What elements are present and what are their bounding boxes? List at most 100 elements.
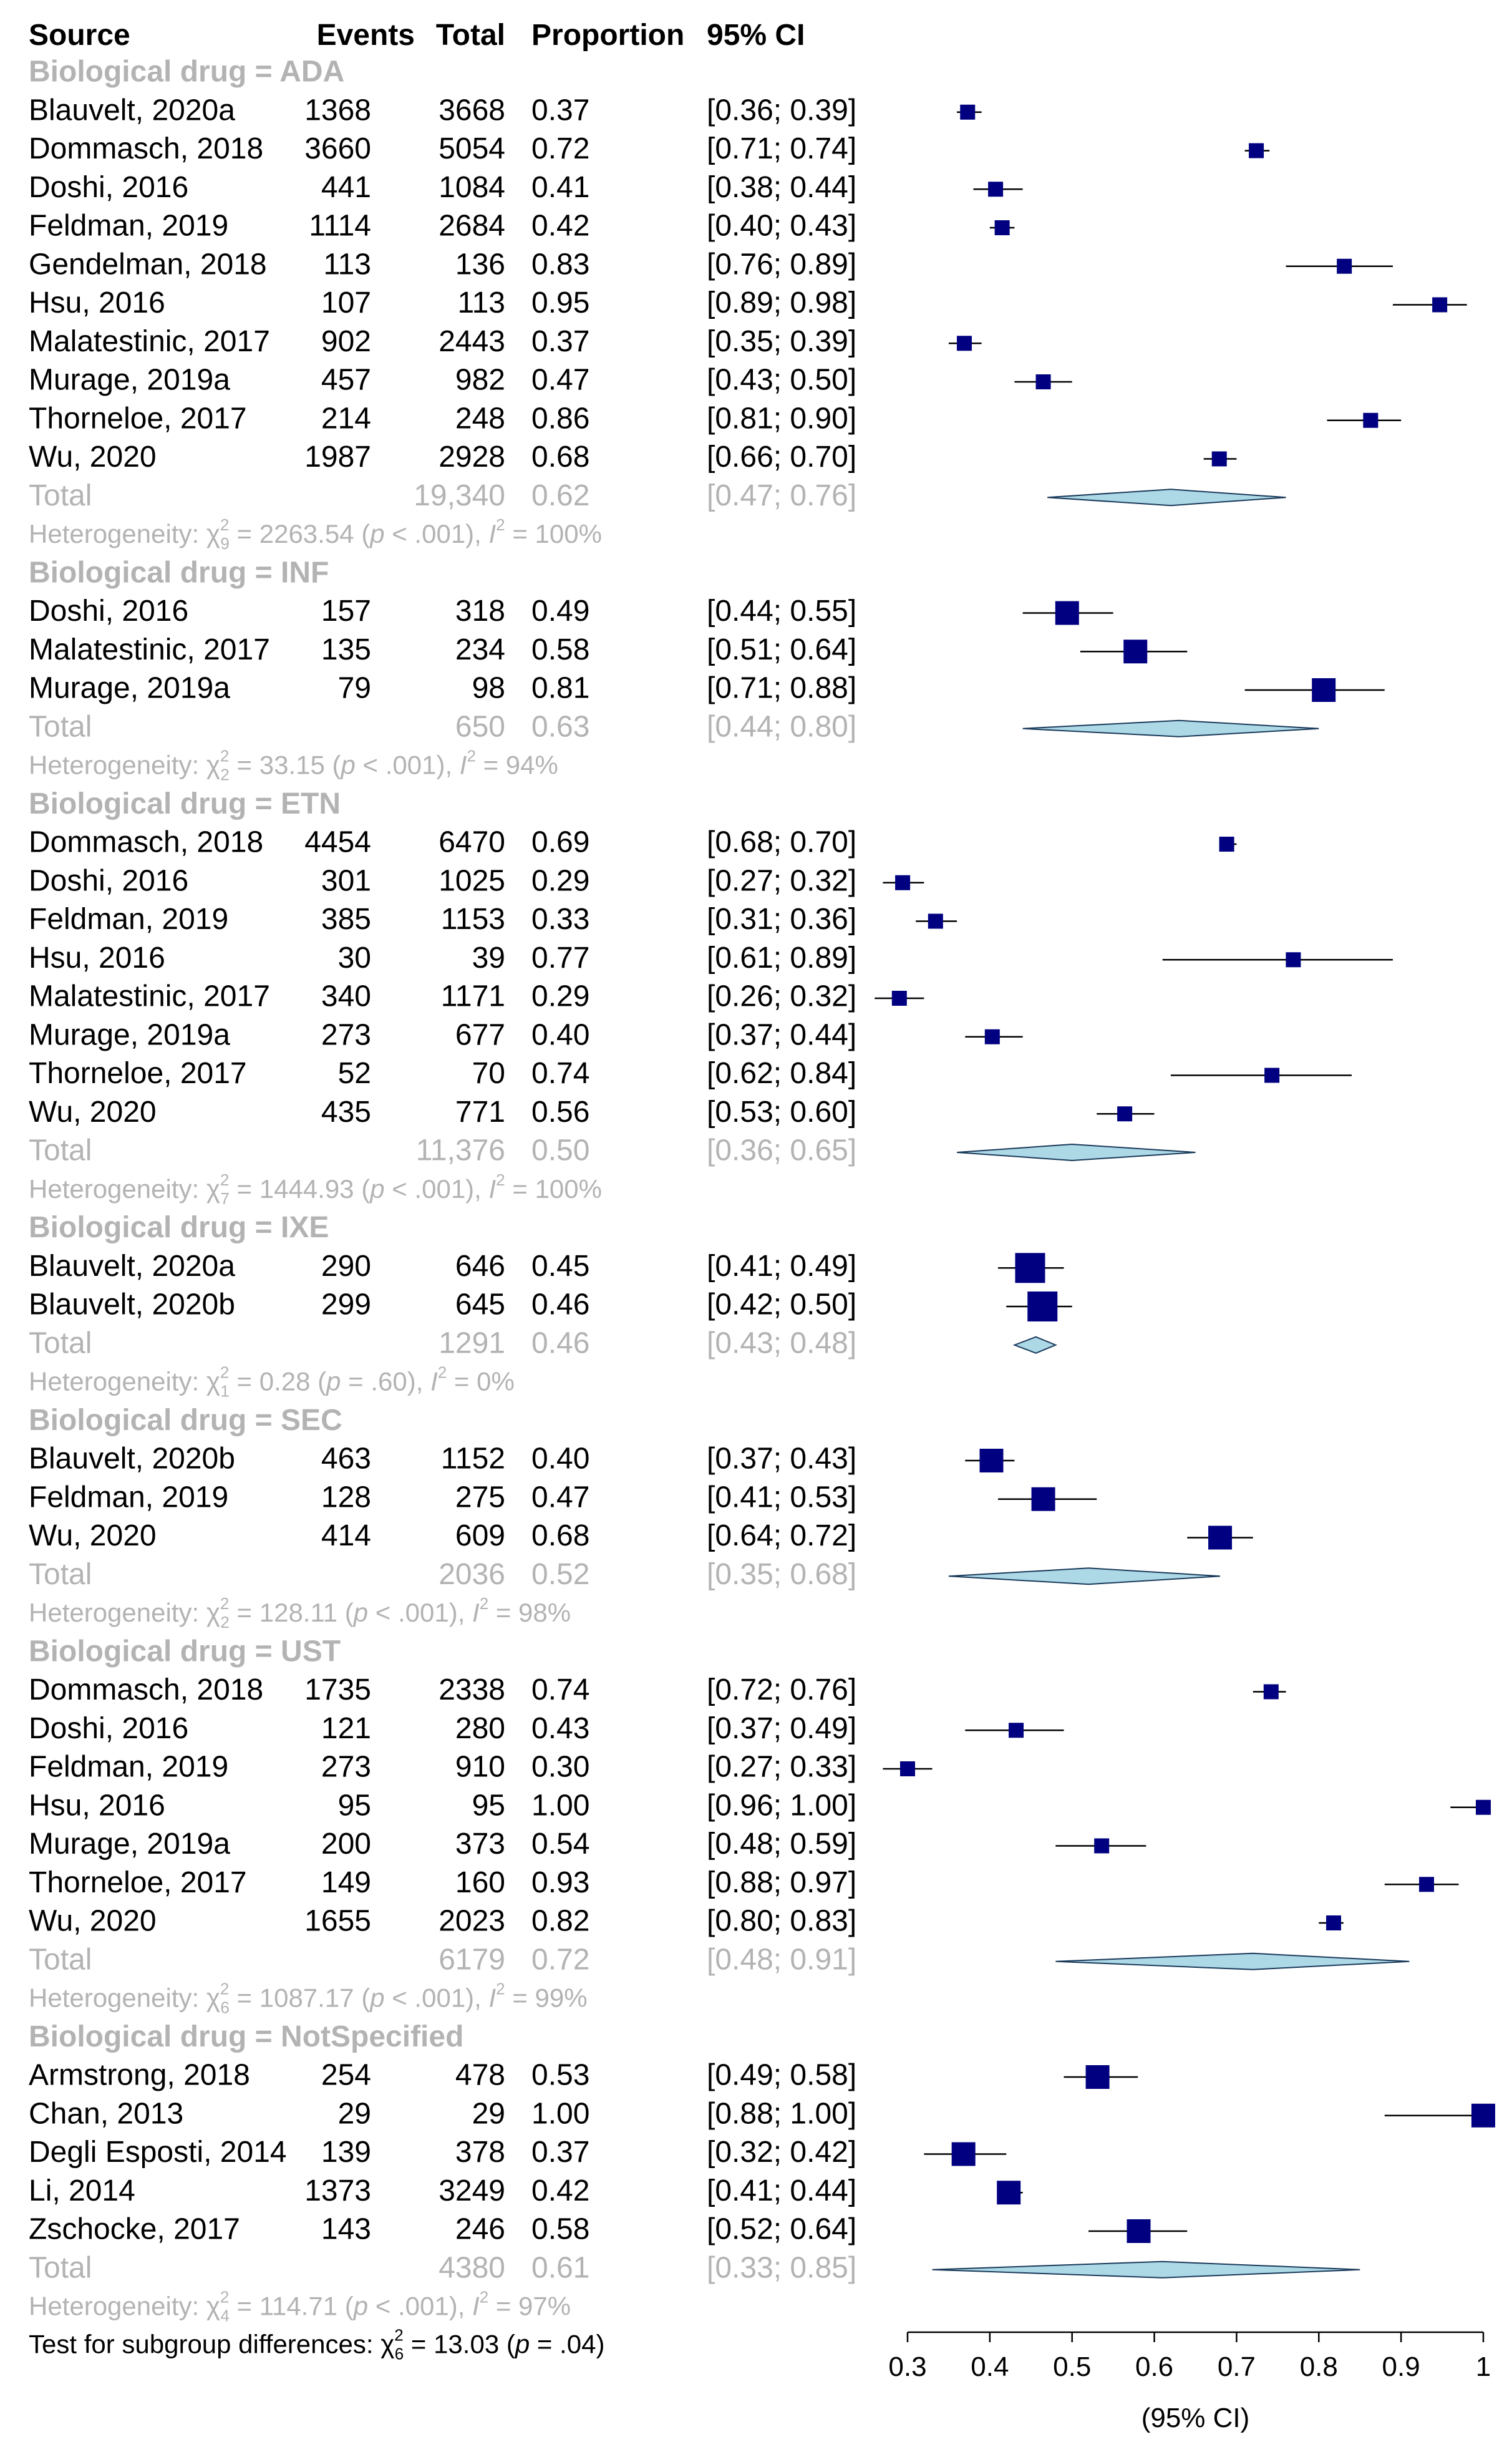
het-stat: = 0.28 ( <box>230 1367 326 1396</box>
study-source: Dommasch, 2018 <box>29 826 263 859</box>
p-symbol: p <box>369 1174 384 1204</box>
group-label: Biological drug = UST <box>29 1635 341 1668</box>
chi-superscript: 2 <box>220 746 229 765</box>
header-proportion: Proportion <box>531 19 684 52</box>
study-proportion: 0.43 <box>531 1712 589 1745</box>
study-proportion: 0.56 <box>531 1096 589 1129</box>
study-events: 254 <box>321 2059 371 2092</box>
study-total: 2338 <box>439 1673 505 1706</box>
axis-tick-label: 0.4 <box>971 2352 1009 2382</box>
pooled-diamond <box>1012 1336 1057 1354</box>
study-marker <box>1085 2065 1110 2089</box>
pooled-diamond <box>1047 489 1286 507</box>
study-events: 273 <box>321 1018 371 1051</box>
header-events: Events <box>317 19 415 52</box>
pooled-ci: [0.33; 0.85] <box>707 2251 856 2284</box>
study-proportion: 0.69 <box>531 826 589 859</box>
group-3: Biological drug = IXE Blauvelt, 2020a 290 6… <box>29 1211 1072 1400</box>
study-total: 373 <box>455 1827 505 1861</box>
chi-superscript: 2 <box>220 1594 229 1613</box>
study-row: Feldman, 2019 128 275 0.47 [0.41; 0.53] <box>29 1481 1097 1514</box>
study-marker <box>979 1449 1004 1472</box>
study-proportion: 0.47 <box>531 364 589 397</box>
p-value: < .001), <box>356 751 460 780</box>
heterogeneity-text: Heterogeneity: χ2 1 = 0.28 (p = .60), I2 … <box>29 1363 515 1400</box>
study-source: Chan, 2013 <box>29 2097 183 2130</box>
group-label: Biological drug = ADA <box>29 56 344 89</box>
study-marker <box>1337 258 1352 274</box>
chi-df: 6 <box>395 2344 404 2363</box>
study-source: Doshi, 2016 <box>29 864 188 897</box>
study-source: Murage, 2019a <box>29 1018 230 1051</box>
pooled-total: 11,376 <box>416 1134 505 1167</box>
study-total: 113 <box>457 286 505 319</box>
p-symbol: p <box>325 1367 341 1396</box>
study-source: Wu, 2020 <box>29 1096 157 1129</box>
study-marker <box>951 2142 976 2166</box>
chi-df: 1 <box>220 1381 229 1400</box>
subgroup-p-value: = .04) <box>530 2329 604 2358</box>
study-ci: [0.43; 0.50] <box>707 364 856 397</box>
study-proportion: 0.68 <box>531 1519 589 1552</box>
study-row: Armstrong, 2018 254 478 0.53 [0.49; 0.58] <box>29 2059 1138 2092</box>
study-total: 1084 <box>439 171 505 204</box>
study-row: Thorneloe, 2017 214 248 0.86 [0.81; 0.90] <box>29 402 1402 435</box>
i-superscript: 2 <box>496 1979 505 1998</box>
study-source: Malatestinic, 2017 <box>29 325 270 358</box>
het-stat: = 1444.93 ( <box>230 1174 370 1204</box>
pooled-row: Total 2036 0.52 [0.35; 0.68] <box>29 1558 1221 1591</box>
study-source: Feldman, 2019 <box>29 1481 228 1514</box>
study-marker <box>895 875 911 890</box>
study-total: 1153 <box>441 903 505 936</box>
study-marker <box>1055 601 1079 625</box>
study-events: 1655 <box>304 1905 371 1938</box>
study-row: Feldman, 2019 273 910 0.30 [0.27; 0.33] <box>29 1751 933 1784</box>
study-marker <box>1127 2219 1151 2243</box>
group-label: Biological drug = NotSpecified <box>29 2020 463 2053</box>
axis-tick-label: 0.3 <box>888 2352 926 2382</box>
study-row: Thorneloe, 2017 52 70 0.74 [0.62; 0.84] <box>29 1057 1352 1090</box>
p-symbol: p <box>369 1983 384 2013</box>
i-value: = 0% <box>447 1367 515 1396</box>
study-ci: [0.37; 0.44] <box>707 1018 856 1051</box>
heterogeneity-text: Heterogeneity: χ2 2 = 33.15 (p < .001), I… <box>29 746 558 784</box>
study-source: Murage, 2019a <box>29 1827 230 1861</box>
study-total: 280 <box>455 1712 505 1745</box>
study-row: Wu, 2020 1987 2928 0.68 [0.66; 0.70] <box>29 440 1237 474</box>
chi-superscript: 2 <box>220 1170 229 1189</box>
p-symbol: p <box>352 1598 368 1627</box>
study-total: 2443 <box>439 325 505 358</box>
study-total: 771 <box>455 1096 505 1129</box>
chi-symbol: χ <box>206 1367 220 1396</box>
study-ci: [0.48; 0.59] <box>707 1827 856 1861</box>
study-proportion: 0.33 <box>531 903 589 936</box>
study-ci: [0.64; 0.72] <box>707 1519 856 1552</box>
study-events: 29 <box>338 2097 371 2130</box>
pooled-total: 1291 <box>439 1326 505 1360</box>
group-4: Biological drug = SEC Blauvelt, 2020b 463 1… <box>29 1404 1253 1632</box>
i-superscript: 2 <box>467 746 475 765</box>
study-marker <box>960 104 976 120</box>
study-source: Thorneloe, 2017 <box>29 1057 247 1090</box>
study-events: 128 <box>321 1481 371 1514</box>
study-ci: [0.42; 0.50] <box>707 1288 856 1321</box>
study-marker <box>1208 1525 1233 1550</box>
study-proportion: 0.40 <box>531 1018 589 1051</box>
study-proportion: 0.58 <box>531 2213 589 2246</box>
study-row: Wu, 2020 1655 2023 0.82 [0.80; 0.83] <box>29 1905 1344 1938</box>
study-proportion: 0.49 <box>531 595 589 628</box>
het-prefix: Heterogeneity: <box>29 519 206 548</box>
study-events: 139 <box>321 2136 371 2169</box>
study-total: 646 <box>455 1250 505 1283</box>
study-row: Wu, 2020 414 609 0.68 [0.64; 0.72] <box>29 1519 1253 1552</box>
i-value: = 98% <box>488 1598 571 1627</box>
group-5: Biological drug = UST Dommasch, 2018 1735 2… <box>29 1635 1491 2017</box>
i-symbol: I <box>472 2292 480 2321</box>
study-total: 234 <box>455 633 505 666</box>
i-symbol: I <box>460 751 467 780</box>
het-stat: = 128.11 ( <box>230 1598 354 1627</box>
study-source: Armstrong, 2018 <box>29 2059 250 2092</box>
pooled-proportion: 0.50 <box>531 1134 589 1167</box>
study-marker <box>1263 1684 1279 1700</box>
